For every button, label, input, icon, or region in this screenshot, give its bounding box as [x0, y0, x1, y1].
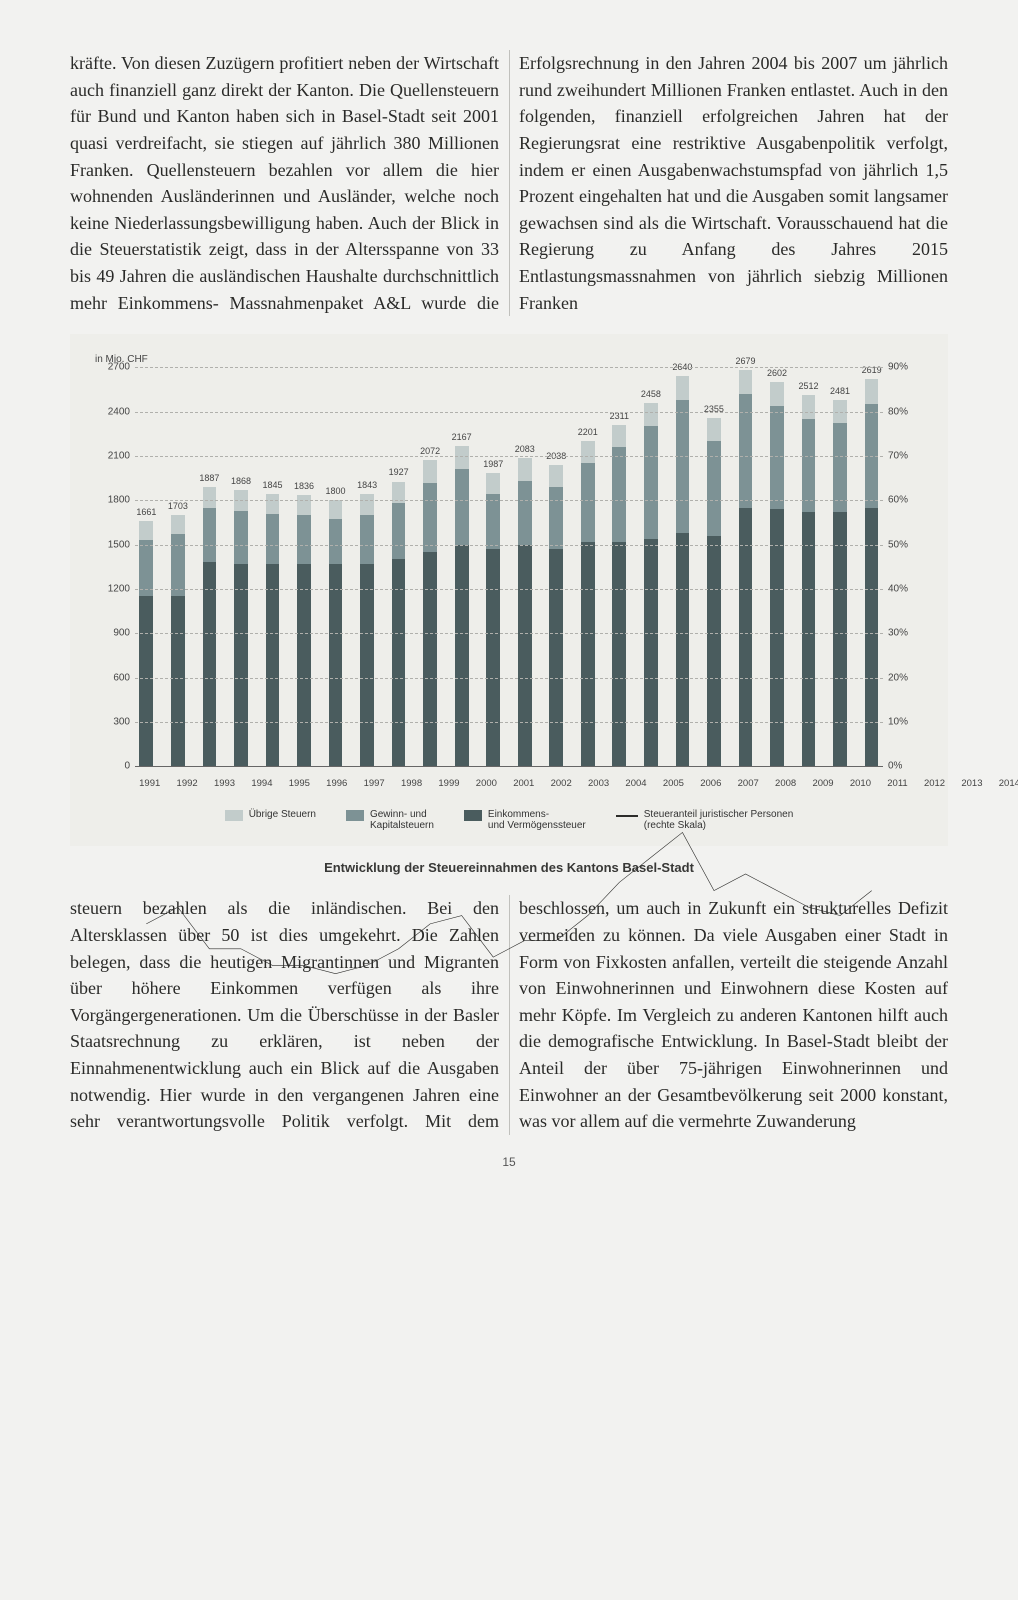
document-page: kräfte. Von diesen Zuzügern profitiert n…: [0, 0, 1018, 1600]
y-tick-right: 40%: [888, 583, 923, 594]
x-tick: 1999: [438, 778, 459, 789]
y-tick-right: 60%: [888, 495, 923, 506]
x-tick: 1993: [214, 778, 235, 789]
x-tick: 2009: [812, 778, 833, 789]
y-tick-left: 2400: [95, 406, 130, 417]
y-tick-right: 30%: [888, 628, 923, 639]
y-tick-left: 300: [95, 716, 130, 727]
y-tick-right: 10%: [888, 716, 923, 727]
y-tick-left: 900: [95, 628, 130, 639]
x-tick: 2011: [887, 778, 907, 789]
x-tick: 1997: [364, 778, 385, 789]
x-tick: 2010: [850, 778, 871, 789]
y-tick-left: 1500: [95, 539, 130, 550]
y-tick-left: 1200: [95, 583, 130, 594]
x-tick: 2008: [775, 778, 796, 789]
y-tick-left: 600: [95, 672, 130, 683]
x-tick: 1992: [177, 778, 198, 789]
chart-container: in Mio. CHF 1661170318871868184518361800…: [70, 334, 948, 846]
y-tick-right: 20%: [888, 672, 923, 683]
line-series: [135, 367, 883, 1115]
y-tick-right: 70%: [888, 450, 923, 461]
x-tick: 1998: [401, 778, 422, 789]
x-tick: 2007: [738, 778, 759, 789]
x-tick: 1995: [289, 778, 310, 789]
y-tick-right: 90%: [888, 362, 923, 373]
y-tick-left: 2700: [95, 362, 130, 373]
body-text-top: kräfte. Von diesen Zuzügern profitiert n…: [70, 50, 948, 316]
y-tick-right: 50%: [888, 539, 923, 550]
y-tick-left: 2100: [95, 450, 130, 461]
x-tick: 2004: [625, 778, 646, 789]
x-tick: 2001: [513, 778, 534, 789]
x-tick: 1996: [326, 778, 347, 789]
x-tick: 2006: [700, 778, 721, 789]
plot-area: 1661170318871868184518361800184319272072…: [135, 367, 883, 767]
x-tick: 1994: [251, 778, 272, 789]
y-tick-right: 80%: [888, 406, 923, 417]
x-tick: 2013: [961, 778, 982, 789]
x-tick: 2002: [551, 778, 572, 789]
chart: 1661170318871868184518361800184319272072…: [95, 367, 923, 797]
x-tick: 1991: [139, 778, 160, 789]
page-number: 15: [70, 1155, 948, 1169]
x-tick: 2000: [476, 778, 497, 789]
y-tick-left: 0: [95, 761, 130, 772]
y-tick-left: 1800: [95, 495, 130, 506]
x-axis-labels: 1991 1992 1993 1994 1995 1996 1997 1998 1999 2000…: [135, 778, 883, 789]
x-tick: 2012: [924, 778, 945, 789]
x-tick: 2005: [663, 778, 684, 789]
y-axis-label: in Mio. CHF: [95, 354, 923, 365]
y-tick-right: 0%: [888, 761, 923, 772]
x-tick: 2014: [999, 778, 1018, 789]
x-tick: 2003: [588, 778, 609, 789]
